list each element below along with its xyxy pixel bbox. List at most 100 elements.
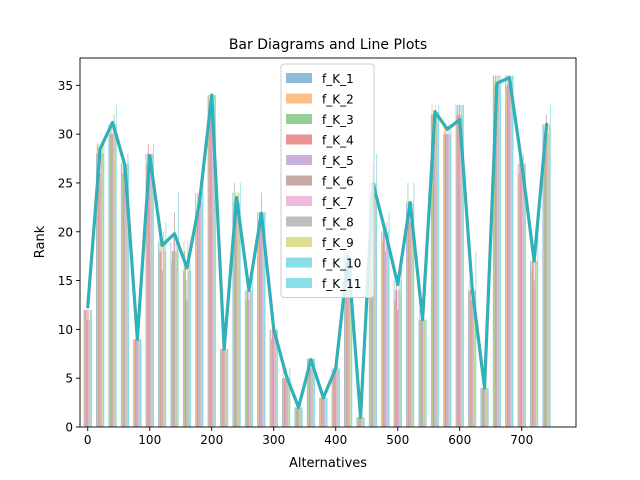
legend-label-f_K_2: f_K_2	[322, 93, 354, 107]
bar-f_K_7-35	[522, 163, 523, 427]
bar-f_K_9-15	[275, 329, 277, 427]
bar-f_K_6-20	[335, 358, 337, 427]
bar-f_K_3-4	[134, 339, 136, 427]
bar-f_K_6-1	[99, 173, 101, 427]
bar-f_K_9-18	[312, 358, 314, 427]
bar-f_K_5-18	[309, 368, 311, 427]
bar-f_K_4-14	[259, 212, 261, 427]
bar-f_K_5-30	[458, 104, 460, 428]
bar-f_K_1-0	[83, 309, 85, 427]
legend-swatch-f_K_11	[286, 278, 312, 288]
bar-f_K_10-4	[139, 339, 141, 427]
bar-f_K_4-3	[123, 163, 124, 427]
bar-f_K_2-9	[196, 212, 197, 427]
bar-f_K_7-22	[360, 417, 362, 427]
bar-f_K_3-22	[357, 417, 359, 427]
bar-f_K_5-19	[322, 397, 324, 427]
bar-f_K_9-34	[511, 75, 513, 427]
bar-f_K_6-8	[186, 300, 188, 427]
bar-f_K_10-29	[449, 134, 451, 427]
bar-f_K_7-4	[137, 339, 139, 427]
bar-f_K_9-25	[399, 290, 401, 427]
bar-f_K_2-0	[84, 309, 86, 427]
bar-f_K_2-2	[109, 134, 110, 427]
bar-f_K_9-22	[362, 417, 364, 427]
x-tick-label: 200	[200, 433, 223, 447]
bar-f_K_7-26	[410, 212, 412, 427]
bar-f_K_5-31	[471, 300, 472, 427]
bar-f_K_8-8	[188, 270, 189, 427]
bar-f_K_10-2	[115, 124, 116, 427]
bar-f_K_6-32	[484, 387, 485, 427]
bar-f_K_8-22	[361, 417, 363, 427]
bar-f_K_7-29	[447, 124, 449, 427]
bar-f_K_8-5	[150, 153, 152, 428]
bar-f_K_1-22	[356, 417, 358, 427]
x-tick-label: 700	[510, 433, 533, 447]
bar-f_K_1-12	[232, 192, 234, 427]
bar-f_K_2-26	[406, 212, 408, 427]
bar-f_K_8-28	[436, 114, 437, 428]
bar-f_K_5-25	[396, 290, 398, 427]
bar-f_K_7-15	[274, 329, 275, 427]
bar-f_K_11-5	[153, 143, 154, 427]
bar-f_K_3-33	[494, 85, 496, 427]
bar-f_K_5-11	[223, 348, 224, 427]
bar-f_K_2-8	[183, 241, 185, 427]
bar-f_K_2-1	[96, 143, 98, 427]
bar-f_K_4-33	[495, 75, 496, 427]
bar-f_K_11-27	[425, 319, 427, 427]
bar-f_K_9-6	[164, 241, 165, 427]
legend-label-f_K_1: f_K_1	[322, 72, 354, 86]
bar-f_K_10-13	[251, 290, 253, 427]
bar-f_K_2-16	[282, 368, 284, 427]
bar-f_K_7-37	[546, 124, 548, 427]
bar-f_K_7-2	[112, 124, 114, 427]
bar-f_K_7-9	[199, 202, 201, 427]
bar-f_K_8-35	[522, 153, 524, 428]
bar-f_K_5-8	[185, 280, 187, 427]
bar-f_K_11-37	[549, 104, 551, 428]
bar-f_K_1-9	[195, 192, 197, 427]
bar-f_K_4-0	[85, 309, 87, 427]
bar-f_K_3-24	[382, 222, 384, 427]
bar-f_K_6-21	[347, 270, 349, 427]
bar-f_K_5-36	[533, 251, 534, 427]
bar-f_K_3-0	[85, 309, 86, 427]
bar-f_K_9-32	[486, 387, 488, 427]
bar-f_K_4-5	[147, 143, 149, 427]
bar-f_K_9-21	[350, 261, 351, 427]
legend-swatch-f_K_5	[286, 155, 312, 165]
bar-f_K_7-6	[162, 241, 164, 427]
bar-f_K_9-23	[374, 182, 376, 427]
bar-f_K_2-20	[332, 378, 334, 427]
bar-f_K_3-36	[531, 261, 533, 427]
bar-f_K_9-8	[188, 251, 190, 427]
bar-f_K_7-7	[174, 251, 176, 427]
bar-f_K_5-14	[260, 212, 262, 427]
bar-f_K_9-3	[126, 163, 128, 427]
bar-f_K_2-7	[171, 261, 172, 427]
bar-f_K_11-12	[239, 182, 241, 427]
bar-f_K_10-15	[276, 329, 278, 427]
bar-f_K_5-22	[359, 417, 361, 427]
bar-f_K_9-20	[337, 368, 339, 427]
bar-f_K_4-12	[234, 202, 236, 427]
bar-f_K_3-8	[184, 251, 186, 427]
bar-f_K_4-24	[383, 231, 385, 427]
bar-f_K_6-13	[248, 300, 250, 427]
bar-f_K_11-17	[301, 407, 303, 427]
bar-f_K_8-18	[312, 358, 313, 427]
bar-f_K_1-10	[207, 95, 209, 427]
bar-f_K_5-16	[285, 378, 286, 427]
bar-f_K_11-25	[401, 261, 402, 427]
bar-f_K_11-4	[140, 339, 142, 427]
bar-f_K_4-8	[185, 261, 186, 427]
bar-f_K_1-15	[269, 329, 271, 427]
bar-f_K_4-34	[507, 85, 509, 427]
bar-f_K_4-15	[271, 329, 273, 427]
bar-f_K_8-25	[398, 280, 400, 427]
bar-f_K_11-24	[388, 212, 390, 427]
legend-label-f_K_6: f_K_6	[322, 175, 354, 189]
bar-f_K_2-30	[456, 114, 458, 428]
